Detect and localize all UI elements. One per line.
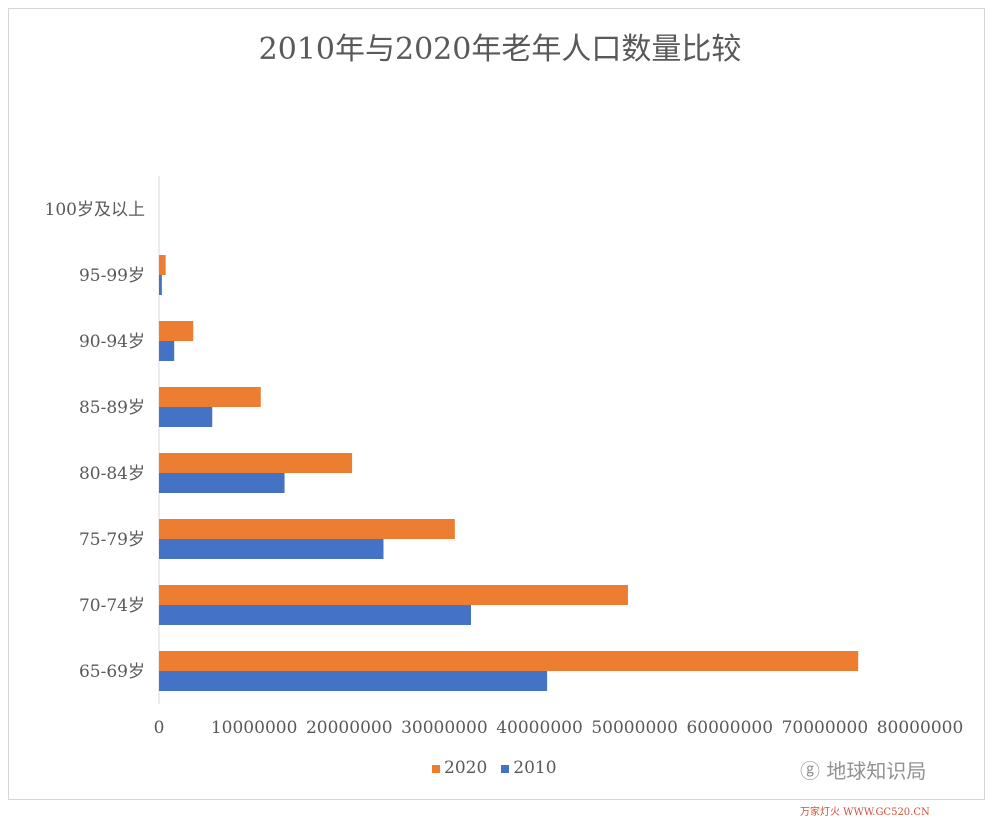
category-label: 90-94岁 xyxy=(79,332,145,352)
category-label: 70-74岁 xyxy=(79,596,145,616)
chart-title: 2010年与2020年老年人口数量比较 xyxy=(258,32,742,67)
bar-2020 xyxy=(159,519,455,539)
bar-2020 xyxy=(159,453,353,473)
bar-2020 xyxy=(159,651,859,671)
category-label: 95-99岁 xyxy=(79,266,145,286)
category-label: 75-79岁 xyxy=(79,530,145,550)
x-tick-label: 60000000 xyxy=(686,718,773,738)
bar-2020 xyxy=(159,321,194,341)
x-tick-label: 30000000 xyxy=(401,718,488,738)
category-label: 80-84岁 xyxy=(79,464,145,484)
bar-2010 xyxy=(159,341,175,361)
category-label: 85-89岁 xyxy=(79,398,145,418)
x-tick-label: 50000000 xyxy=(591,718,678,738)
bar-2010 xyxy=(159,539,384,559)
legend-swatch-2020 xyxy=(432,765,440,773)
x-tick-label: 10000000 xyxy=(211,718,298,738)
bar-2010 xyxy=(159,275,162,295)
chart-frame xyxy=(8,8,985,800)
x-tick-label: 20000000 xyxy=(306,718,393,738)
x-tick-label: 40000000 xyxy=(496,718,583,738)
watermark-site: 万家灯火 WWW.GC520.CN xyxy=(800,807,930,818)
watermark-logo: ⓖ 地球知识局 xyxy=(800,759,927,783)
bar-2020 xyxy=(159,255,166,275)
bar-2010 xyxy=(159,671,548,691)
bar-2020 xyxy=(159,387,261,407)
x-tick-label: 70000000 xyxy=(782,718,869,738)
x-tick-label: 0 xyxy=(154,718,165,738)
legend: 2020 2010 xyxy=(432,758,557,778)
legend-item-2020: 2020 xyxy=(432,758,487,778)
x-tick-label: 80000000 xyxy=(877,718,964,738)
category-label: 65-69岁 xyxy=(79,662,145,682)
bar-2010 xyxy=(159,605,472,625)
bar-2020 xyxy=(159,585,628,605)
category-label: 100岁及以上 xyxy=(45,200,145,220)
bar-2010 xyxy=(159,473,285,493)
legend-item-2010: 2010 xyxy=(501,758,557,778)
bar-2010 xyxy=(159,407,213,427)
legend-swatch-2010 xyxy=(501,765,510,773)
